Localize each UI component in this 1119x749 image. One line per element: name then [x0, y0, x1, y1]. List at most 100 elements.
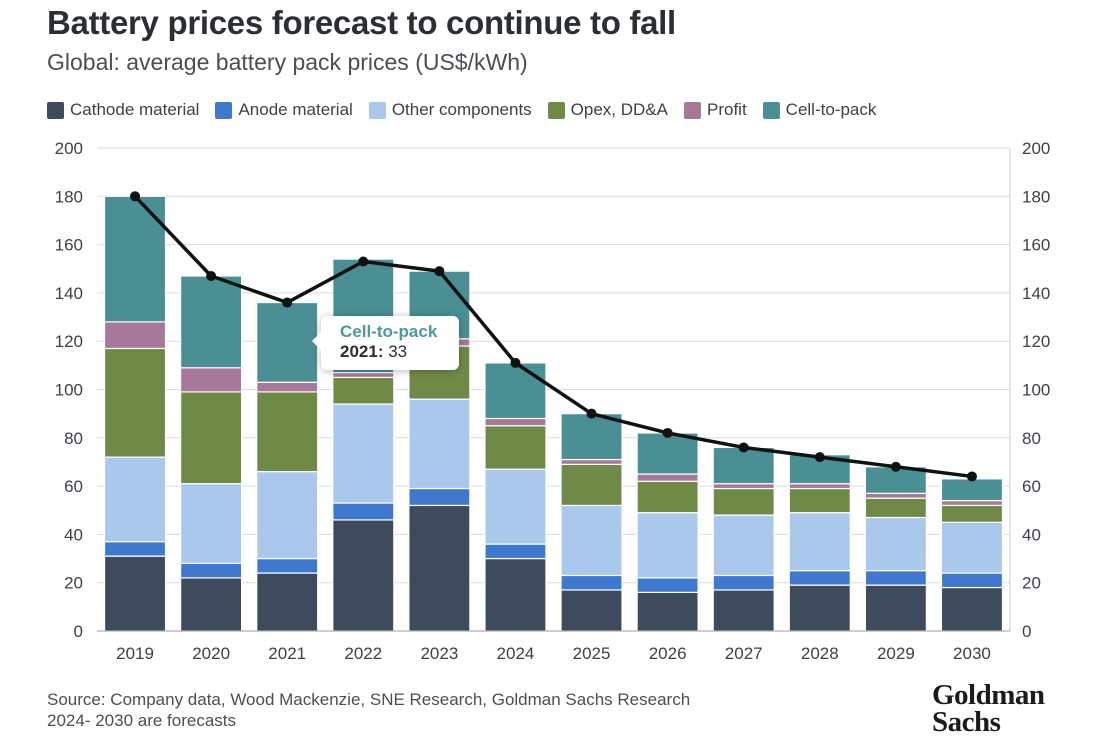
- x-tick-label: 2023: [420, 644, 458, 663]
- legend-item[interactable]: Profit: [683, 100, 747, 120]
- x-tick-label: 2019: [116, 644, 154, 663]
- line-marker: [814, 452, 825, 463]
- chart-footer: Source: Company data, Wood Mackenzie, SN…: [47, 689, 690, 731]
- y-tick-label-right: 180: [1022, 187, 1050, 206]
- legend-label: Cathode material: [70, 100, 200, 119]
- legend-swatch: [762, 101, 780, 119]
- y-tick-label-left: 180: [55, 187, 83, 206]
- total-price-line: [133, 195, 973, 479]
- bar-segment: [408, 504, 471, 632]
- x-tick-label: 2020: [192, 644, 230, 663]
- legend-item[interactable]: Cathode material: [47, 100, 199, 120]
- legend-swatch: [368, 101, 386, 119]
- line-marker: [662, 427, 673, 438]
- bar-segment: [408, 398, 471, 490]
- tooltip-value: 33: [388, 342, 408, 361]
- y-tick-label-left: 140: [55, 284, 83, 303]
- bar-segment: [788, 483, 851, 490]
- y-tick-label-right: 160: [1022, 236, 1050, 255]
- line-marker: [434, 266, 445, 277]
- bar-segment: [256, 301, 319, 383]
- bar-segment: [332, 519, 395, 632]
- legend-label: Opex, DD&A: [570, 100, 668, 119]
- legend-swatch: [683, 101, 701, 119]
- legend-item[interactable]: Cell-to-pack: [762, 100, 876, 120]
- bar-segment: [332, 502, 395, 521]
- legend-swatch: [547, 101, 565, 119]
- tooltip-series-name: Cell-to-pack: [340, 322, 438, 341]
- bar-segment: [712, 589, 775, 632]
- bar-segment: [712, 574, 775, 591]
- bar-segment: [788, 570, 851, 586]
- bar-segment: [180, 562, 243, 579]
- bar-segment: [560, 413, 623, 461]
- bar-segment: [636, 480, 699, 514]
- line-marker: [738, 442, 749, 453]
- bar-segment: [484, 543, 547, 560]
- legend-item[interactable]: Opex, DD&A: [547, 100, 668, 120]
- bar-segment: [940, 572, 1004, 589]
- line-marker: [358, 256, 369, 267]
- x-tick-label: 2028: [801, 644, 839, 663]
- line-marker: [966, 471, 977, 482]
- bar-segment: [180, 577, 243, 632]
- bar-segment: [103, 555, 167, 632]
- bar-segment: [560, 463, 623, 507]
- bar-segment: [256, 471, 319, 560]
- y-tick-label-right: 140: [1022, 284, 1050, 303]
- legend-item[interactable]: Anode material: [215, 100, 353, 120]
- bar-segment: [103, 195, 167, 323]
- line-marker: [586, 408, 597, 419]
- bar-segment: [484, 557, 547, 632]
- bar-segment: [484, 468, 547, 545]
- bar-segment: [256, 557, 319, 574]
- logo-line-1: Goldman: [932, 679, 1045, 711]
- y-tick-label-right: 40: [1022, 525, 1041, 544]
- y-tick-label-left: 160: [55, 236, 83, 255]
- bar-segment: [712, 514, 775, 577]
- bar-segment: [864, 497, 927, 519]
- bar-segment: [788, 487, 851, 514]
- tooltip-pointer: [312, 332, 321, 350]
- y-tick-label-left: 80: [64, 429, 83, 448]
- bar-segment: [560, 458, 623, 465]
- page-subtitle: Global: average battery pack prices (US$…: [47, 49, 528, 75]
- legend-label: Profit: [706, 100, 747, 119]
- line-marker: [206, 270, 217, 281]
- bar-segment: [712, 483, 775, 490]
- bar-segment: [180, 483, 243, 564]
- chart-tooltip: Cell-to-pack 2021: 33: [312, 316, 459, 370]
- bar-segment: [636, 577, 699, 593]
- bar-segment: [864, 492, 927, 499]
- bar-segment: [864, 516, 927, 572]
- bar-segment: [940, 521, 1004, 574]
- legend-swatch: [47, 101, 64, 119]
- bar-segment: [864, 584, 927, 632]
- bar-segment: [636, 591, 699, 632]
- bar-segment: [788, 584, 851, 632]
- bar-segment: [712, 446, 775, 485]
- forecast-note: 2024- 2030 are forecasts: [47, 711, 237, 730]
- x-tick-label: 2026: [649, 644, 687, 663]
- bar-segment: [940, 478, 1004, 502]
- y-tick-label-right: 100: [1022, 381, 1050, 400]
- y-tick-label-right: 200: [1022, 139, 1050, 158]
- tooltip-value-line: 2021: 33: [340, 342, 459, 362]
- line-marker: [510, 357, 521, 368]
- bar-segment: [788, 512, 851, 572]
- bar-segment: [103, 456, 167, 543]
- bar-segment: [256, 572, 319, 632]
- bar-segment: [408, 487, 471, 507]
- source-note: Source: Company data, Wood Mackenzie, SN…: [47, 690, 691, 709]
- bar-segment: [940, 499, 1004, 507]
- y-tick-label-right: 80: [1022, 429, 1041, 448]
- x-tick-label: 2029: [877, 644, 915, 663]
- y-tick-label-right: 120: [1022, 332, 1050, 351]
- y-tick-label-left: 60: [64, 477, 83, 496]
- bar-segment: [636, 432, 699, 475]
- legend-item[interactable]: Other components: [368, 100, 532, 120]
- bar-segment: [332, 403, 395, 504]
- x-tick-label: 2021: [268, 644, 306, 663]
- goldman-sachs-logo: Goldman Sachs: [932, 679, 1045, 737]
